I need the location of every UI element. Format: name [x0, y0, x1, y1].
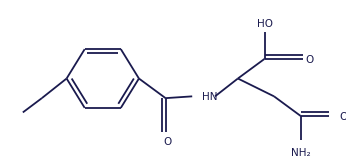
Text: HN: HN — [202, 92, 217, 102]
Text: O: O — [163, 136, 172, 146]
Text: HO: HO — [257, 19, 273, 30]
Text: NH₂: NH₂ — [291, 148, 310, 157]
Text: O: O — [306, 55, 314, 65]
Text: O: O — [340, 112, 346, 122]
